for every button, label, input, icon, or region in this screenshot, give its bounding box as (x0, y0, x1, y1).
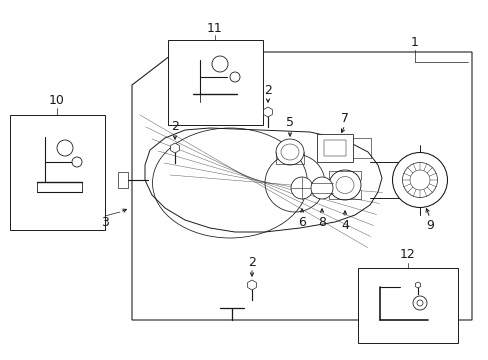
Polygon shape (170, 143, 179, 153)
Polygon shape (132, 52, 471, 320)
Ellipse shape (275, 139, 304, 165)
Text: 2: 2 (264, 84, 271, 96)
Ellipse shape (392, 153, 447, 207)
Ellipse shape (310, 177, 332, 199)
Bar (357, 268, 457, 343)
Ellipse shape (290, 177, 312, 199)
Polygon shape (145, 128, 381, 232)
Text: 10: 10 (49, 94, 65, 107)
Bar (168, 40, 263, 125)
Circle shape (72, 157, 82, 167)
Circle shape (229, 72, 240, 82)
Text: 8: 8 (317, 216, 325, 229)
Text: 6: 6 (298, 216, 305, 229)
Text: 7: 7 (340, 112, 348, 125)
Text: 9: 9 (425, 219, 433, 231)
Text: 2: 2 (171, 120, 179, 132)
Text: 2: 2 (247, 256, 255, 269)
Text: 11: 11 (207, 22, 223, 35)
Circle shape (212, 56, 227, 72)
Polygon shape (414, 282, 420, 288)
Text: 3: 3 (101, 216, 109, 229)
Circle shape (412, 296, 426, 310)
Bar (316, 134, 352, 162)
Bar (324, 140, 346, 156)
Text: 1: 1 (410, 36, 418, 49)
Text: 4: 4 (340, 219, 348, 231)
Text: 5: 5 (285, 116, 293, 129)
Text: 12: 12 (399, 248, 415, 261)
Polygon shape (118, 172, 128, 188)
Polygon shape (247, 280, 256, 290)
Ellipse shape (328, 170, 360, 200)
Bar (10, 115, 105, 230)
Circle shape (57, 140, 73, 156)
Polygon shape (263, 107, 272, 117)
